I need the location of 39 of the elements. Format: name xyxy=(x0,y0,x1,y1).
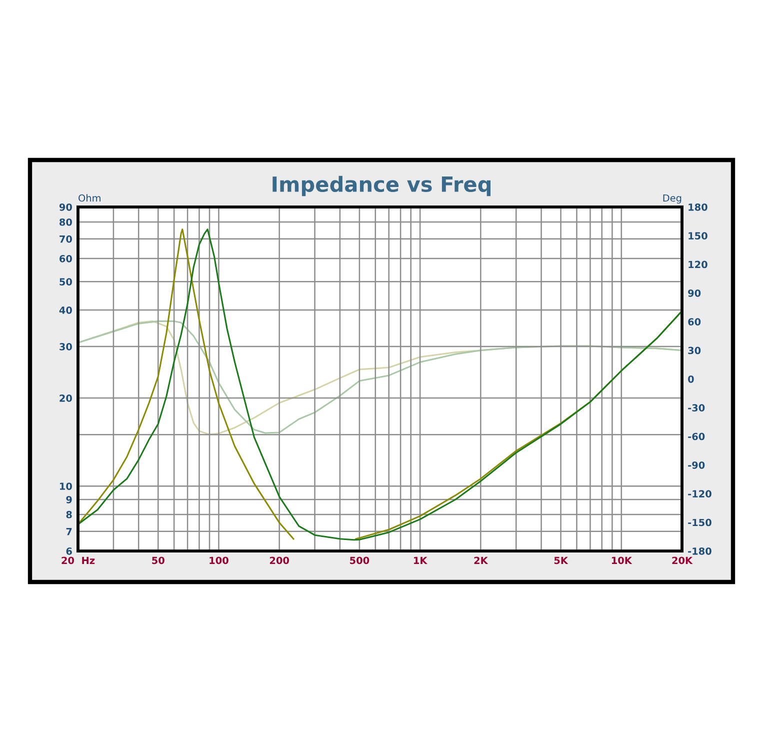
y-tick-label: 30 xyxy=(60,343,72,350)
y2-tick-label: 180 xyxy=(688,203,708,211)
y2-tick-label: -90 xyxy=(688,461,705,469)
y-axis-title: Ohm xyxy=(78,194,100,202)
x-tick-label: 10K xyxy=(612,556,632,564)
y2-tick-label: 60 xyxy=(688,318,701,326)
x-tick-label: 500 xyxy=(350,556,370,564)
y-tick-label: 60 xyxy=(60,254,72,262)
y2-tick-label: -120 xyxy=(688,490,712,498)
x-tick-label: 2K xyxy=(474,556,488,564)
y-tick-label: 90 xyxy=(59,203,72,211)
y2-tick-label: -150 xyxy=(688,518,712,526)
y2-tick-label: -60 xyxy=(688,432,705,440)
y2-tick-label: 90 xyxy=(688,289,701,297)
chart-title: Impedance vs Freq xyxy=(272,176,490,196)
y-tick-label: 9 xyxy=(66,496,72,504)
x-tick-label: 100 xyxy=(210,556,228,564)
y-tick-label: 80 xyxy=(60,218,72,226)
x-tick-label: 1K xyxy=(414,556,428,564)
x-tick-label: 50 xyxy=(152,556,164,564)
y-tick-label: 50 xyxy=(60,278,72,286)
x-tick-label: 200 xyxy=(270,556,290,564)
y-tick-label: 70 xyxy=(60,235,72,243)
y2-tick-label: -30 xyxy=(688,404,705,412)
y-tick-label: 40 xyxy=(59,306,72,314)
y2-tick-label: 150 xyxy=(688,232,708,240)
y2-tick-label: -180 xyxy=(688,547,712,555)
y-tick-label: 20 xyxy=(60,394,72,402)
y2-tick-label: 30 xyxy=(688,346,701,354)
x-tick-label: 5K xyxy=(554,556,568,564)
y-tick-label: 6 xyxy=(66,547,72,555)
x-tick-label: 20K xyxy=(672,556,693,564)
y2-tick-label: 0 xyxy=(688,375,694,383)
y-tick-label: 7 xyxy=(66,528,72,536)
y-tick-label: 8 xyxy=(66,510,72,518)
y2-tick-label: 120 xyxy=(688,260,708,268)
x-tick-label: 20 Hz xyxy=(62,556,95,564)
y2-axis-title: Deg xyxy=(663,194,682,204)
y-tick-label: 10 xyxy=(60,482,72,490)
